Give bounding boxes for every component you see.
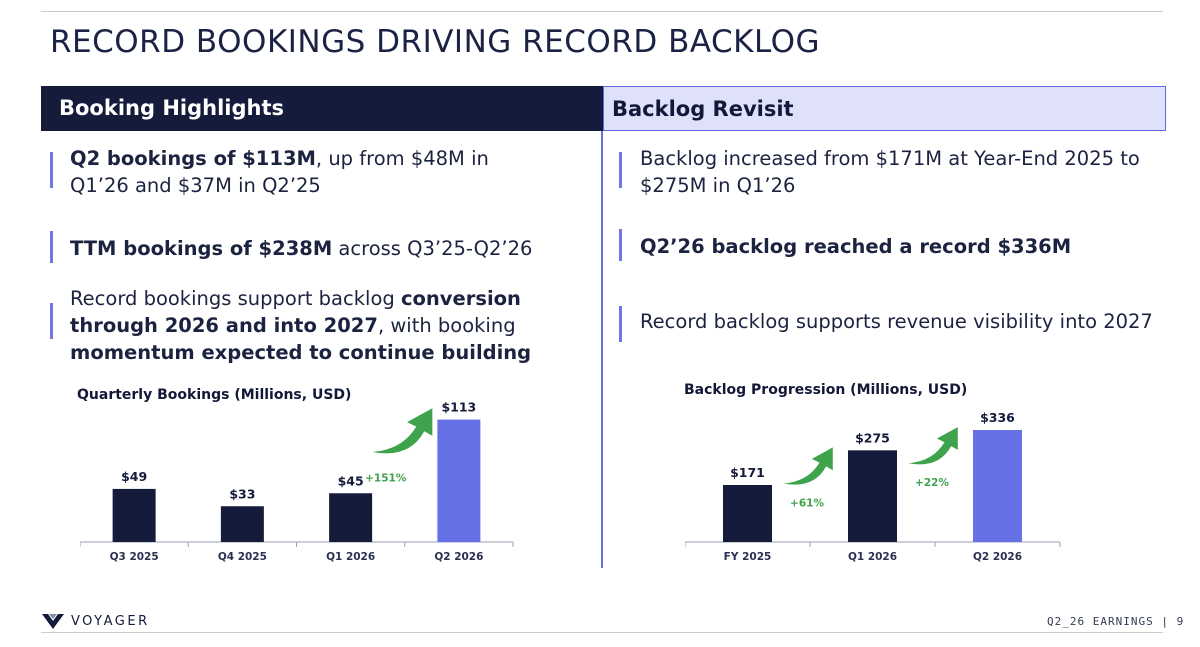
right-bullet-1: Backlog increased from $171M at Year-End…	[640, 145, 1150, 199]
right-bullet-3-text: Record backlog supports revenue visibili…	[640, 310, 1153, 333]
data-label: $275	[855, 430, 890, 445]
growth-label: +61%	[790, 497, 824, 509]
data-label: $33	[229, 486, 255, 501]
left-bullet-1-bold: Q2 bookings of $113M	[70, 147, 316, 170]
bullet-marker	[619, 152, 622, 188]
voyager-wordmark: VOYAGER	[71, 613, 150, 629]
voyager-chevron-icon	[42, 614, 64, 629]
backlog-revisit-title: Backlog Revisit	[612, 97, 794, 121]
data-label: $171	[730, 465, 765, 480]
x-tick-label: Q1 2026	[848, 551, 897, 563]
left-bullet-2-text: across Q3’25-Q2’26	[332, 237, 533, 260]
x-tick-label: Q3 2025	[110, 551, 159, 563]
x-tick-label: FY 2025	[724, 551, 772, 563]
bullet-marker	[619, 306, 622, 342]
bullet-marker	[619, 229, 622, 261]
left-bullet-3: Record bookings support backlog conversi…	[70, 285, 540, 366]
growth-arrow-icon	[372, 408, 433, 454]
bar-q1-2026	[329, 493, 373, 542]
bookings-chart: $49 Q3 2025 $33 Q4 2025 $45 Q1 2026 $113 Q2 202…	[80, 400, 514, 563]
data-label: $49	[121, 469, 147, 484]
left-bullet-3-bold2: momentum expected to continue building	[70, 341, 532, 364]
data-label: $45	[338, 473, 364, 488]
left-bullet-3-bold1: conversion through 2026 and into 2027	[70, 287, 521, 337]
left-bullet-2: TTM bookings of $238M across Q3’25-Q2’26	[70, 235, 570, 262]
x-tick-label: Q2 2026	[973, 551, 1022, 563]
booking-highlights-title: Booking Highlights	[59, 96, 284, 120]
data-label: $113	[441, 400, 476, 415]
voyager-logo: VOYAGER	[41, 610, 150, 632]
right-bullet-2-bold: Q2’26 backlog reached a record $336M	[640, 235, 1072, 258]
bar-q2-2026	[973, 430, 1022, 542]
page-label: Q2_26 EARNINGS | 9	[1047, 615, 1185, 628]
bullet-marker	[50, 303, 53, 339]
column-divider	[601, 131, 603, 568]
bottom-rule	[41, 632, 1163, 633]
growth-label: +151%	[365, 473, 407, 485]
bar-q4-2025	[220, 506, 264, 542]
bullet-marker	[50, 231, 53, 263]
top-rule	[41, 11, 1163, 12]
bar-q2-2026	[437, 419, 481, 542]
bar-q1-2026	[848, 450, 897, 542]
left-bullet-1: Q2 bookings of $113M, up from $48M in Q1…	[70, 145, 550, 199]
x-tick-label: Q1 2026	[326, 551, 375, 563]
x-tick-label: Q4 2025	[218, 551, 267, 563]
right-bullet-3: Record backlog supports revenue visibili…	[640, 308, 1170, 335]
left-bullet-1-text: , up from $48M in Q1’26 and $37M in Q2’2…	[70, 147, 489, 197]
growth-arrow-icon	[908, 427, 958, 465]
x-tick-label: Q2 2026	[434, 551, 483, 563]
page-title: RECORD BOOKINGS DRIVING RECORD BACKLOG	[50, 24, 821, 60]
left-bullet-3-mid: , with booking	[377, 314, 516, 337]
booking-highlights-header: Booking Highlights	[41, 86, 603, 131]
bullet-marker	[50, 152, 53, 188]
left-bullet-2-bold: TTM bookings of $238M	[70, 237, 333, 260]
bar-fy-2025	[723, 485, 772, 542]
backlog-chart: $171 FY 2025 $275 Q1 2026 $336 Q2 2026 +61% +22…	[685, 410, 1061, 563]
left-bullet-3-pre: Record bookings support backlog	[70, 287, 401, 310]
right-bullet-1-text: Backlog increased from $171M at Year-End…	[640, 147, 1140, 197]
backlog-chart-title: Backlog Progression (Millions, USD)	[684, 382, 968, 398]
right-bullet-2: Q2’26 backlog reached a record $336M	[640, 233, 1150, 260]
backlog-revisit-header: Backlog Revisit	[603, 86, 1166, 131]
data-label: $336	[980, 410, 1015, 425]
bar-q3-2025	[112, 488, 156, 542]
growth-arrow-icon	[783, 447, 833, 485]
bookings-chart-title: Quarterly Bookings (Millions, USD)	[77, 387, 352, 403]
growth-label: +22%	[915, 477, 949, 489]
